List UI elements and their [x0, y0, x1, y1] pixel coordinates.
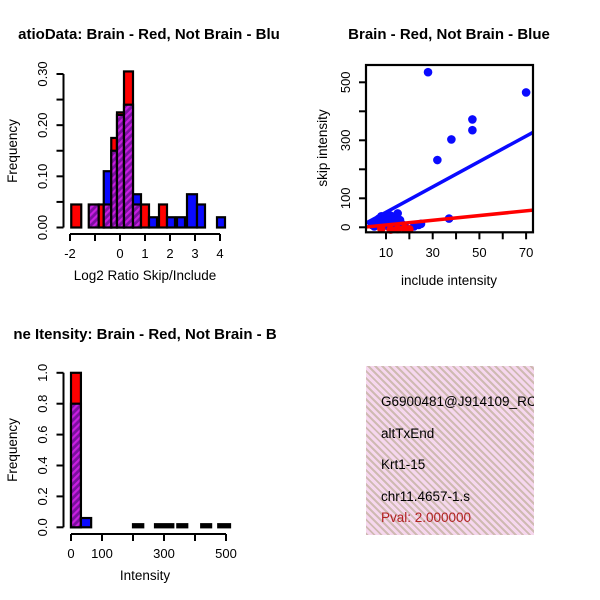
scatter-point-blue — [447, 135, 456, 144]
y-tick-label: 0.10 — [35, 164, 50, 189]
y-tick-label: 300 — [338, 129, 353, 151]
fit-line-red — [366, 208, 533, 229]
scatter-point-blue — [521, 88, 531, 97]
histogram-bar-blue — [175, 216, 187, 229]
histogram-bar-black — [176, 523, 189, 529]
scatter-point-blue — [423, 67, 433, 77]
x-tick-label: 4 — [216, 246, 223, 261]
histogram-bar-black — [217, 523, 232, 529]
histogram-bar-black — [200, 523, 213, 529]
histogram-bar-red — [157, 203, 169, 229]
y-axis-label: Frequency — [5, 418, 20, 482]
y-tick-label: 0.00 — [35, 215, 50, 240]
y-tick-label: 0 — [338, 224, 353, 231]
x-tick-label: 1 — [141, 246, 148, 261]
x-tick-label: 30 — [425, 245, 439, 260]
y-tick-label: 0.2 — [35, 487, 50, 505]
x-axis-label: Log2 Ratio Skip/Include — [74, 268, 217, 283]
x-tick-label: 3 — [191, 246, 198, 261]
x-axis-label: include intensity — [401, 273, 497, 288]
histogram-bar-blue — [147, 216, 159, 229]
gene-id-text: G6900481@J914109_RC — [381, 394, 534, 409]
x-tick-label: 0 — [67, 546, 74, 561]
scatter-point-blue — [433, 155, 442, 165]
histogram-bar-blue — [185, 193, 199, 229]
x-tick-label: 0 — [116, 246, 123, 261]
scatter-point-blue — [468, 125, 477, 135]
pval-text: Pval: 2.000000 — [381, 510, 472, 525]
y-tick-label: 0.6 — [35, 426, 50, 444]
y-tick-label: 100 — [338, 187, 353, 209]
event-type-text: altTxEnd — [381, 426, 435, 441]
panel-title: Brain - Red, Not Brain - Blue — [348, 26, 550, 43]
x-tick-label: 300 — [153, 546, 175, 561]
histogram-bar-red — [70, 203, 83, 229]
histogram-bar-blue — [79, 516, 93, 529]
x-tick-label: 10 — [379, 245, 393, 260]
histogram-bar-purple — [69, 402, 83, 529]
histogram-bar-red — [139, 203, 151, 229]
panel-title: atioData: Brain - Red, Not Brain - Blu — [18, 26, 280, 43]
y-tick-label: 1.0 — [35, 364, 50, 382]
histogram-bar-purple — [131, 203, 143, 229]
panel-title: ne Itensity: Brain - Red, Not Brain - B — [13, 326, 277, 343]
histogram-bar-purple — [87, 203, 100, 229]
x-tick-label: 70 — [519, 245, 533, 260]
histogram-bar-purple — [122, 103, 135, 229]
y-tick-label: 0.0 — [35, 518, 50, 536]
y-tick-label: 0.30 — [35, 61, 50, 86]
histogram-bar-black — [131, 523, 145, 529]
gene-info-box: G6900481@J914109_RC altTxEnd Krt1-15 chr… — [366, 366, 534, 535]
y-tick-label: 0.4 — [35, 456, 50, 474]
scatter-point-red — [393, 224, 402, 234]
fit-line-blue — [366, 130, 533, 226]
histogram-bar-black — [153, 523, 175, 529]
y-axis-label: Frequency — [5, 119, 20, 183]
gene-symbol-text: Krt1-15 — [381, 457, 426, 472]
plot-box — [364, 63, 535, 234]
histogram-bar-blue — [215, 216, 227, 229]
y-axis-label: skip intensity — [315, 109, 330, 187]
x-tick-label: 500 — [215, 546, 237, 561]
x-tick-label: -2 — [64, 246, 76, 261]
scatter-point-blue — [393, 209, 402, 218]
y-tick-label: 0.20 — [35, 113, 50, 138]
x-axis-label: Intensity — [120, 568, 171, 583]
x-tick-label: 100 — [91, 546, 113, 561]
histogram-bar-blue — [165, 216, 177, 229]
histogram-bar-blue — [195, 203, 207, 229]
x-tick-label: 50 — [472, 245, 486, 260]
y-tick-label: 0.8 — [35, 395, 50, 413]
locus-text: chr11.4657-1.s — [381, 489, 471, 504]
scatter-point-blue — [468, 115, 477, 124]
x-tick-label: 2 — [166, 246, 173, 261]
histogram-bar-purple — [102, 203, 113, 229]
y-tick-label: 500 — [338, 71, 353, 93]
